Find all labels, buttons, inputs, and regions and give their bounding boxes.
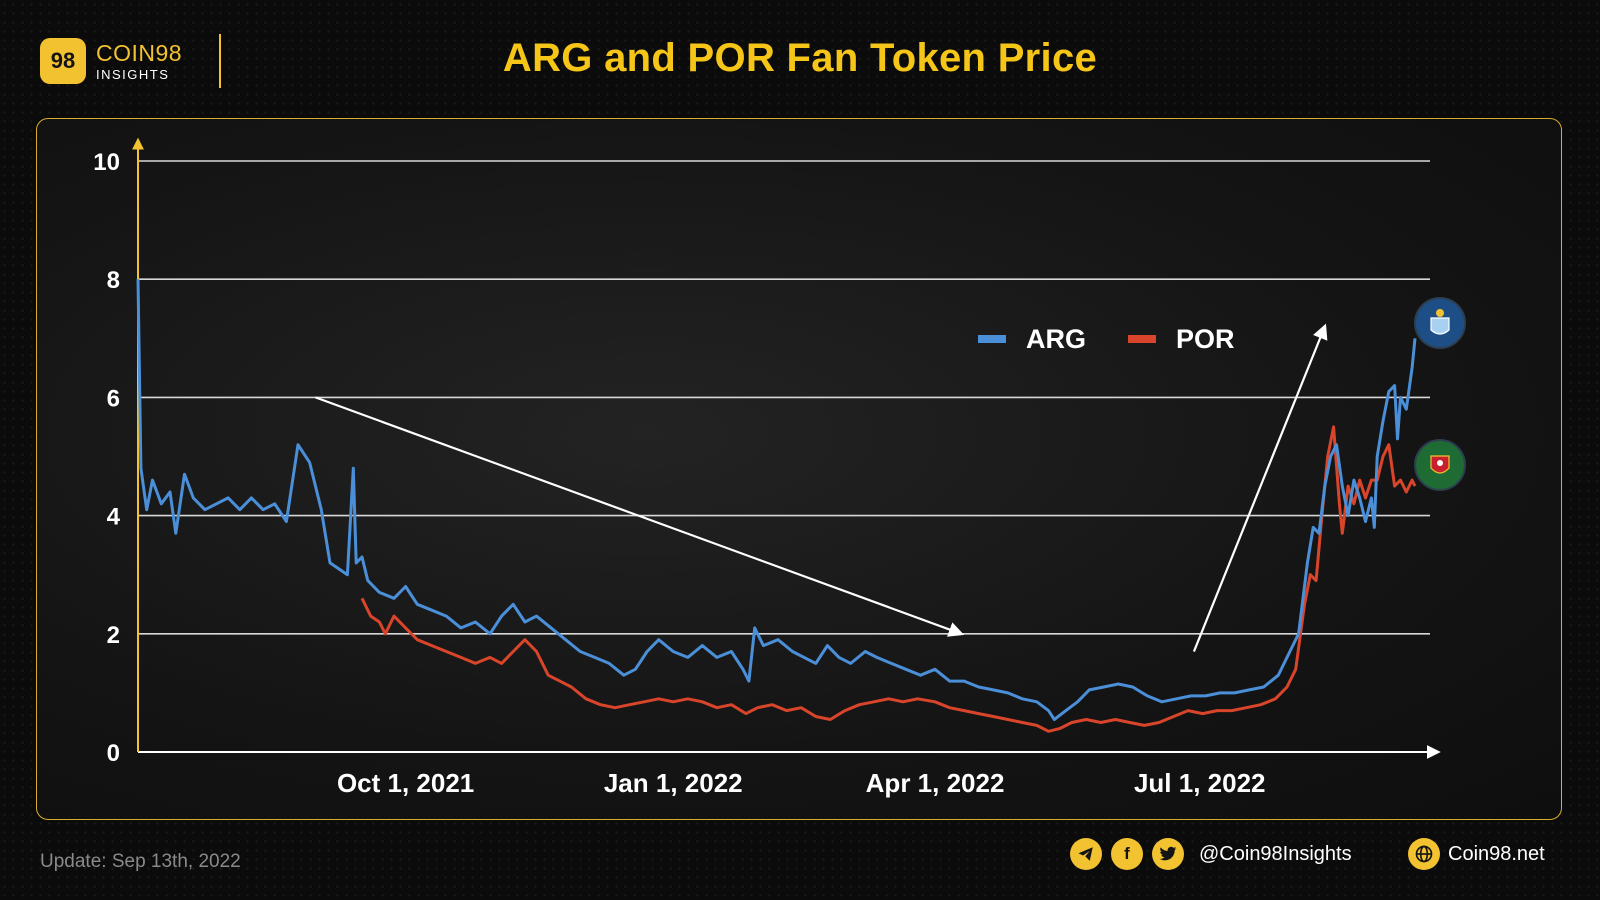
brand-name: COIN98 [96,39,183,66]
y-tick-label: 6 [107,385,120,412]
x-tick-label: Jan 1, 2022 [604,768,743,798]
social-links: f @Coin98Insights [1070,838,1352,870]
website-url[interactable]: Coin98.net [1448,842,1545,865]
twitter-icon[interactable] [1152,838,1184,870]
trend-arrow-2 [1192,323,1328,652]
y-tick-label: 4 [107,504,121,531]
website-link[interactable]: Coin98.net [1408,838,1545,870]
coin98-logo-mark: 98 [40,38,86,84]
brand-sub: INSIGHTS [96,66,170,82]
legend-swatch-arg [978,335,1006,343]
telegram-icon[interactable] [1070,838,1102,870]
facebook-icon[interactable]: f [1111,838,1143,870]
brand-text: COIN98 INSIGHTS [96,39,183,82]
y-tick-label: 10 [93,149,120,176]
update-date: Update: Sep 13th, 2022 [40,851,241,872]
x-tick-label: Apr 1, 2022 [866,768,1005,798]
arg-badge-shield [1430,317,1450,335]
chart-panel [36,118,1562,820]
legend-swatch-por [1128,335,1156,343]
arg-badge-sun [1436,309,1444,317]
coin98-logo: 98 COIN98 INSIGHTS [40,38,182,84]
series-line-por [360,425,1417,733]
twitter-handle[interactable]: @Coin98Insights [1199,842,1352,865]
y-tick-label: 8 [107,267,120,294]
trend-arrow-1 [315,396,965,637]
chart-title: ARG and POR Fan Token Price [502,36,1098,80]
series-line-arg [136,279,1417,721]
header-divider [219,34,221,88]
x-tick-label: Jul 1, 2022 [1134,768,1266,798]
legend-label-arg: ARG [1026,324,1086,354]
x-tick-label: Oct 1, 2021 [337,768,474,798]
legend-label-por: POR [1176,324,1235,354]
y-tick-label: 2 [107,622,120,649]
y-tick-label: 0 [107,740,120,767]
por-badge-ball [1437,460,1443,466]
globe-icon [1408,838,1440,870]
